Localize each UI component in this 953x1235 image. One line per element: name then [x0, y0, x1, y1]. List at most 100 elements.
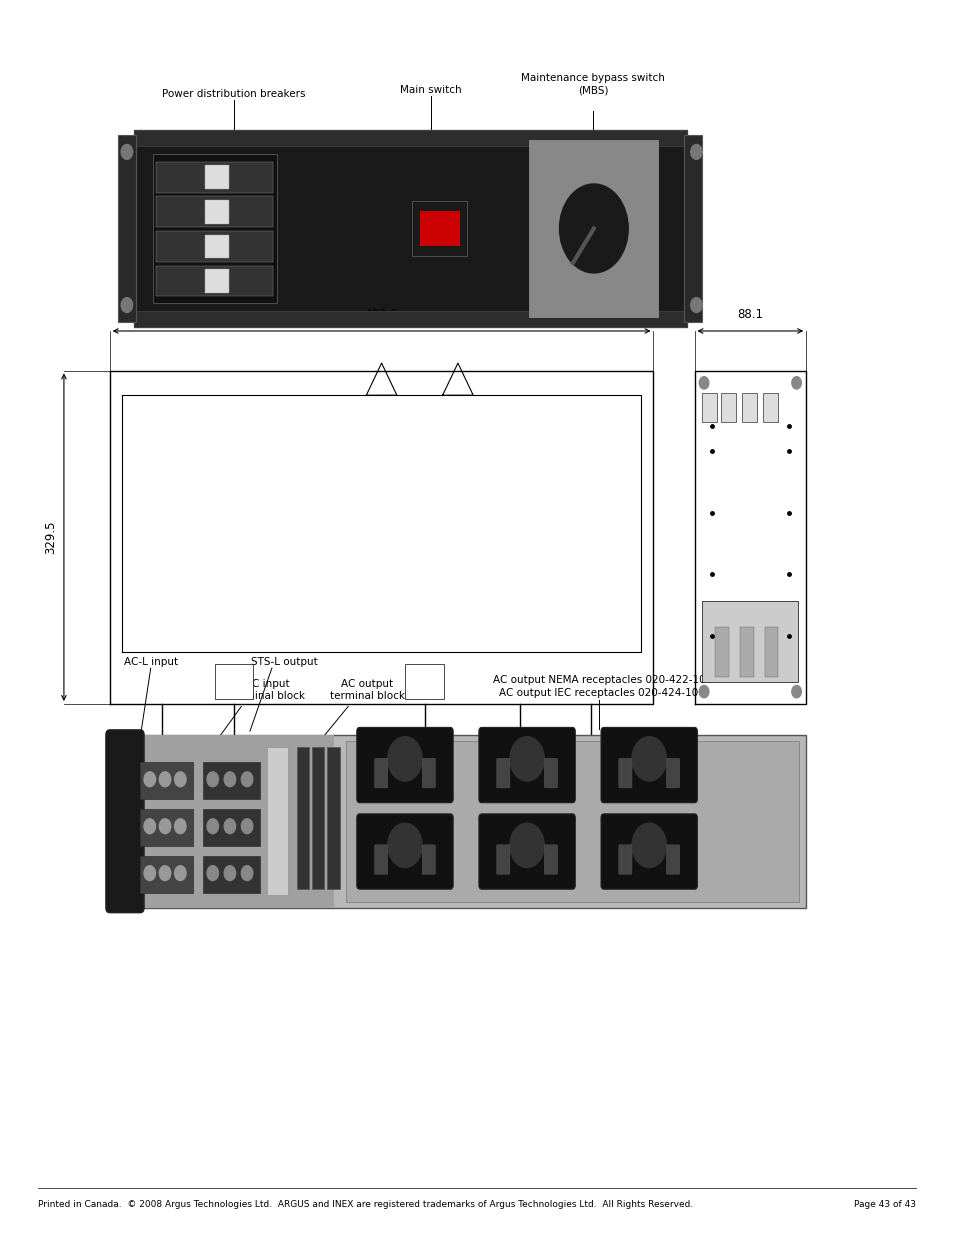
Circle shape [631, 823, 665, 867]
FancyBboxPatch shape [203, 856, 260, 893]
Circle shape [159, 866, 171, 881]
Circle shape [207, 866, 218, 881]
FancyBboxPatch shape [203, 762, 260, 799]
Text: AC output NEMA receptacles 020-422-10
AC output IEC receptacles 020-424-10: AC output NEMA receptacles 020-422-10 AC… [493, 676, 704, 698]
FancyBboxPatch shape [327, 747, 339, 889]
FancyBboxPatch shape [374, 758, 387, 788]
Circle shape [174, 772, 186, 787]
Circle shape [558, 184, 628, 273]
Circle shape [241, 819, 253, 834]
Circle shape [791, 685, 801, 698]
FancyBboxPatch shape [205, 269, 229, 293]
FancyBboxPatch shape [374, 845, 387, 874]
FancyBboxPatch shape [529, 140, 658, 317]
Circle shape [159, 772, 171, 787]
FancyBboxPatch shape [133, 130, 686, 146]
Circle shape [144, 819, 155, 834]
FancyBboxPatch shape [356, 727, 453, 803]
FancyBboxPatch shape [110, 735, 805, 908]
FancyBboxPatch shape [543, 845, 557, 874]
FancyBboxPatch shape [205, 235, 229, 258]
Text: 88.1: 88.1 [737, 308, 762, 321]
FancyBboxPatch shape [356, 814, 453, 889]
Circle shape [121, 144, 132, 159]
Text: AC-L input: AC-L input [124, 657, 177, 667]
FancyBboxPatch shape [152, 154, 276, 303]
FancyBboxPatch shape [665, 845, 679, 874]
FancyBboxPatch shape [478, 814, 575, 889]
Text: Signal cable connected
to STS shelf CN1: Signal cable connected to STS shelf CN1 [106, 797, 228, 819]
Text: AC output
terminal block: AC output terminal block [330, 679, 404, 701]
FancyBboxPatch shape [140, 809, 193, 846]
FancyBboxPatch shape [543, 758, 557, 788]
FancyBboxPatch shape [762, 393, 778, 422]
Circle shape [387, 736, 421, 781]
FancyBboxPatch shape [156, 196, 273, 227]
FancyBboxPatch shape [701, 601, 798, 682]
Text: Printed in Canada.  © 2008 Argus Technologies Ltd.  ARGUS and INEX are registere: Printed in Canada. © 2008 Argus Technolo… [38, 1200, 693, 1209]
FancyBboxPatch shape [118, 135, 136, 322]
FancyBboxPatch shape [106, 730, 144, 913]
FancyBboxPatch shape [618, 758, 631, 788]
Circle shape [699, 685, 708, 698]
FancyBboxPatch shape [156, 162, 273, 193]
FancyBboxPatch shape [156, 266, 273, 296]
Text: STS-L output: STS-L output [251, 657, 317, 667]
FancyBboxPatch shape [764, 627, 778, 677]
FancyBboxPatch shape [110, 735, 334, 908]
FancyBboxPatch shape [421, 758, 435, 788]
FancyBboxPatch shape [412, 201, 467, 256]
Text: Power distribution breakers: Power distribution breakers [162, 89, 305, 99]
Text: 482.6: 482.6 [364, 308, 398, 321]
Text: 329.5: 329.5 [44, 520, 57, 555]
FancyBboxPatch shape [740, 627, 753, 677]
FancyBboxPatch shape [203, 809, 260, 846]
FancyBboxPatch shape [715, 627, 728, 677]
FancyBboxPatch shape [205, 165, 229, 189]
FancyBboxPatch shape [419, 211, 459, 246]
FancyBboxPatch shape [312, 747, 324, 889]
FancyBboxPatch shape [346, 741, 799, 902]
FancyBboxPatch shape [267, 747, 288, 895]
Circle shape [509, 736, 543, 781]
FancyBboxPatch shape [618, 845, 631, 874]
FancyBboxPatch shape [720, 393, 736, 422]
Circle shape [631, 736, 665, 781]
FancyBboxPatch shape [665, 758, 679, 788]
Circle shape [690, 298, 701, 312]
FancyBboxPatch shape [133, 311, 686, 327]
Circle shape [224, 772, 235, 787]
Text: Page 43 of 43: Page 43 of 43 [853, 1200, 915, 1209]
Circle shape [224, 819, 235, 834]
FancyBboxPatch shape [133, 130, 686, 327]
Circle shape [174, 866, 186, 881]
Circle shape [690, 144, 701, 159]
Circle shape [241, 866, 253, 881]
FancyBboxPatch shape [496, 845, 509, 874]
Text: Main switch: Main switch [400, 85, 461, 95]
Circle shape [207, 819, 218, 834]
FancyBboxPatch shape [496, 758, 509, 788]
Circle shape [387, 823, 421, 867]
FancyBboxPatch shape [600, 727, 697, 803]
Circle shape [144, 772, 155, 787]
Circle shape [791, 377, 801, 389]
FancyBboxPatch shape [296, 747, 309, 889]
Circle shape [509, 823, 543, 867]
Text: AC-N: AC-N [395, 803, 421, 813]
FancyBboxPatch shape [214, 664, 253, 699]
FancyBboxPatch shape [741, 393, 757, 422]
FancyBboxPatch shape [140, 762, 193, 799]
FancyBboxPatch shape [205, 200, 229, 224]
Text: GND: GND [410, 788, 434, 798]
FancyBboxPatch shape [600, 814, 697, 889]
Text: AC input
terminal block: AC input terminal block [230, 679, 304, 701]
Text: AC-L: AC-L [421, 773, 445, 783]
Text: Maintenance bypass switch
(MBS): Maintenance bypass switch (MBS) [521, 73, 664, 95]
FancyBboxPatch shape [140, 856, 193, 893]
Circle shape [224, 866, 235, 881]
FancyBboxPatch shape [683, 135, 701, 322]
Circle shape [207, 772, 218, 787]
Text: INPUT: INPUT [124, 813, 129, 830]
Circle shape [159, 819, 171, 834]
